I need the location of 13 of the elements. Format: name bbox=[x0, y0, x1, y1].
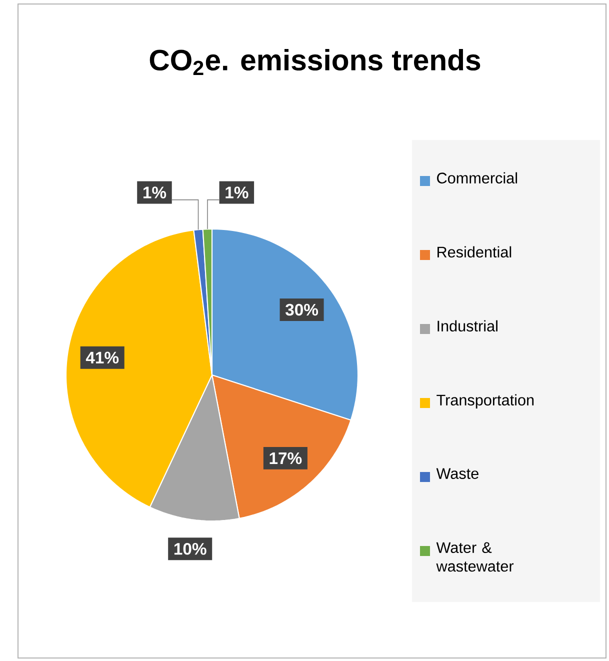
legend-label: Industrial bbox=[438, 320, 498, 332]
legend-label: Transportation bbox=[436, 394, 534, 409]
data-label: 30% bbox=[285, 304, 318, 316]
legend-label: Water & wastewater bbox=[436, 542, 514, 572]
legend-label: Residential bbox=[438, 246, 512, 258]
data-label: 17% bbox=[270, 452, 302, 464]
data-label: 41% bbox=[86, 352, 119, 364]
data-label: 1% bbox=[143, 186, 166, 198]
legend-label: Waste bbox=[436, 468, 478, 479]
chart-title: CO$_{2}$e. emissions trends bbox=[150, 48, 480, 76]
data-label: 1% bbox=[226, 186, 248, 198]
data-label: 10% bbox=[174, 542, 206, 555]
legend-label: Commercial bbox=[437, 172, 518, 184]
